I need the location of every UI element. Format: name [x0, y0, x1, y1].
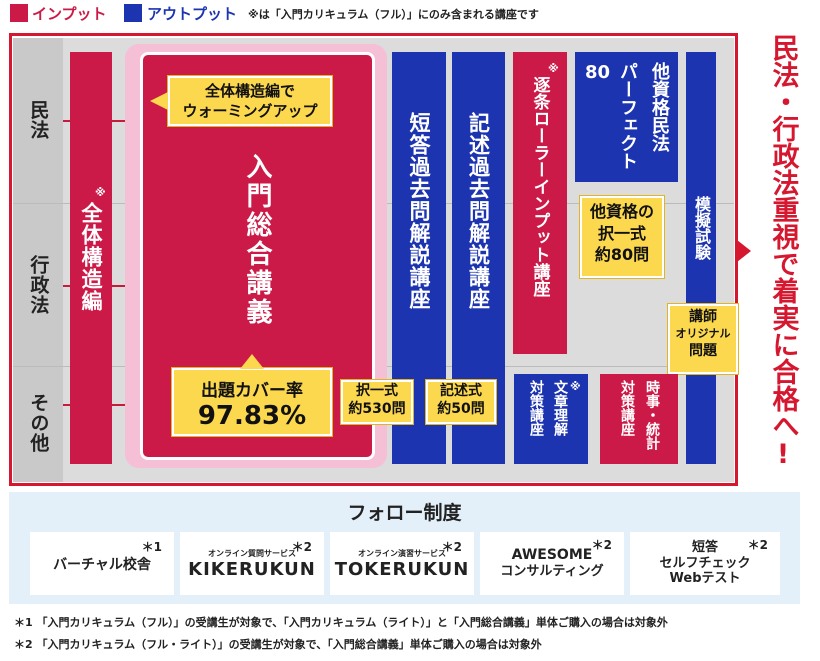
pafekuto-label: パーフェクト — [617, 62, 638, 170]
pafekuto-callout: 他資格の 択一式 約80問 — [580, 196, 664, 278]
chikujo-mark: ※ — [548, 62, 559, 75]
input-legend-label: インプット — [32, 5, 107, 23]
chikujo-column — [513, 52, 567, 354]
row-label-civil: 民法 — [27, 100, 50, 140]
zentai-mark: ※ — [95, 186, 106, 199]
jiji-label: 対策講座 — [619, 380, 635, 436]
curriculum-frame — [9, 33, 738, 486]
connector-line — [63, 404, 70, 406]
pafekuto-label: 他資格民法 — [649, 62, 670, 152]
moshi-label: 模擬試験 — [692, 196, 711, 260]
connector-line — [63, 120, 70, 122]
legend-note: ※は「入門カリキュラム（フル）」にのみ含まれる講座です — [248, 8, 539, 21]
nyumon-label: 入門総合講義 — [242, 153, 272, 327]
output-legend-swatch — [124, 4, 142, 22]
row-label-admin: 行政法 — [27, 255, 50, 315]
bracket-arrow — [737, 240, 751, 262]
bunsho-label: 文章理解 — [552, 380, 568, 436]
bunsho-column — [514, 374, 588, 464]
follow-item-awesome: ＊2 AWESOME コンサルティング — [480, 532, 624, 595]
chikujo-label: 逐条ローラーインプット講座 — [529, 76, 550, 297]
zentai-column — [70, 52, 112, 464]
output-legend-label: アウトプット — [147, 5, 238, 23]
kijutsu-callout: 記述式 約50問 — [426, 380, 496, 424]
footnote-2: ＊2 「入門カリキュラム（フル・ライト）」の受講生が対象で、「入門総合講義」単体… — [14, 638, 542, 651]
bunsho-mark: ※ — [570, 380, 581, 393]
kijutsu-label: 記述過去問解説講座 — [466, 112, 491, 310]
callout-pointer — [240, 354, 264, 369]
follow-item-virtual-campus: ＊1 バーチャル校舎 — [30, 532, 174, 595]
row-label-other: その他 — [27, 392, 50, 453]
row-label-column — [13, 38, 63, 482]
follow-item-self-check: ＊2 短答 セルフチェック Webテスト — [630, 532, 780, 595]
jiji-column — [600, 374, 678, 464]
connector-line — [63, 285, 70, 287]
moshi-callout: 講師 オリジナル 問題 — [668, 304, 738, 374]
follow-item-kikerukun: ＊2 オンライン質問サービス KIKERUKUN — [180, 532, 324, 595]
nyumon-warmup-callout: 全体構造編で ウォーミングアップ — [168, 76, 332, 126]
follow-title: フォロー制度 — [347, 502, 462, 524]
jiji-label: 時事・統計 — [644, 380, 660, 450]
pafekuto-column — [575, 52, 678, 182]
coverage-callout: 出題カバー率 97.83% — [172, 368, 332, 436]
bunsho-label: 対策講座 — [528, 380, 544, 436]
moshi-column — [686, 52, 716, 464]
pafekuto-number: 80 — [585, 62, 611, 83]
follow-item-tokerukun: ＊2 オンライン演習サービス TOKERUKUN — [330, 532, 474, 595]
input-legend-swatch — [10, 4, 28, 22]
tanto-label: 短答過去問解説講座 — [407, 112, 431, 310]
zentai-label: 全体構造編 — [79, 202, 103, 312]
tanto-callout: 択一式 約530問 — [341, 380, 413, 424]
footnote-1: ＊1 「入門カリキュラム（フル）」の受講生が対象で、「入門カリキュラム（ライト）… — [14, 616, 668, 629]
slogan: 民法・行政法重視で着実に合格へ! — [767, 34, 799, 470]
callout-pointer — [150, 92, 168, 110]
